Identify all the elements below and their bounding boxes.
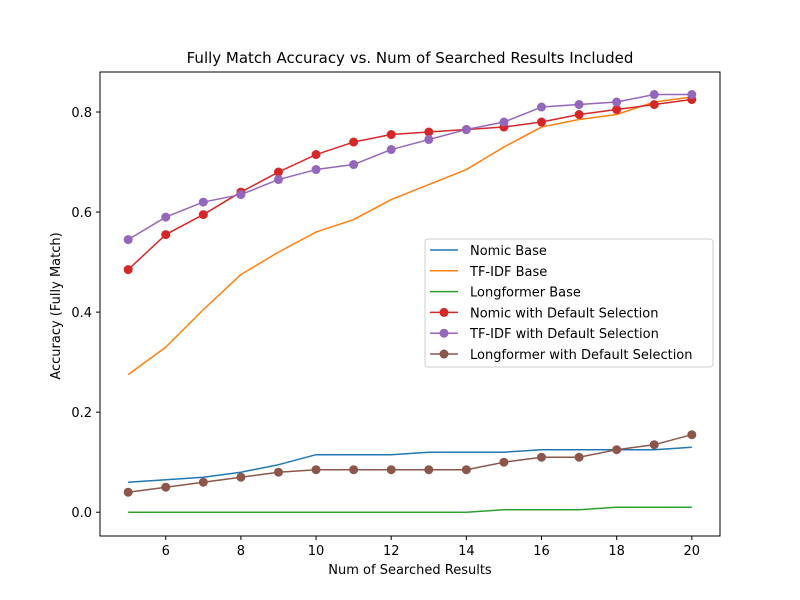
data-point — [649, 440, 659, 450]
legend-label: Longformer Base — [470, 286, 581, 301]
x-tick-label: 10 — [308, 544, 325, 559]
data-point — [424, 135, 434, 145]
legend-box — [424, 238, 714, 368]
data-point — [311, 165, 321, 175]
legend-label: TF-IDF Base — [469, 265, 547, 280]
data-point — [161, 212, 171, 222]
data-point — [386, 130, 396, 140]
data-point — [161, 482, 171, 492]
series-line — [128, 446, 692, 483]
y-axis-title: Accuracy (Fully Match) — [49, 232, 64, 379]
data-point — [574, 452, 584, 462]
y-tick-label: 0.2 — [71, 406, 92, 421]
y-tick-label: 0.4 — [71, 306, 92, 321]
y-tick-label: 0.6 — [71, 206, 92, 221]
data-point — [311, 150, 321, 160]
data-point — [612, 97, 622, 107]
y-tick-label: 0.0 — [71, 506, 92, 521]
legend-label: Nomic Base — [470, 244, 547, 259]
data-point — [687, 90, 697, 100]
x-tick-label: 12 — [383, 544, 400, 559]
data-point — [612, 105, 622, 115]
data-point — [236, 472, 246, 482]
plot-frame — [99, 71, 721, 537]
data-point — [386, 145, 396, 155]
data-point — [123, 487, 133, 497]
data-point — [499, 457, 509, 467]
data-point — [349, 160, 359, 170]
data-point — [198, 197, 208, 207]
data-point — [273, 175, 283, 185]
legend-marker — [439, 328, 449, 338]
data-point — [687, 430, 697, 440]
x-tick-label: 16 — [533, 544, 550, 559]
legend-label: Longformer with Default Selection — [470, 348, 693, 363]
series-line — [127, 96, 692, 376]
series-line — [127, 98, 692, 271]
data-point — [273, 467, 283, 477]
data-point — [537, 102, 547, 112]
data-point — [649, 100, 659, 110]
legend: Nomic Base TF-IDF Base Longformer Base Nomi… — [424, 238, 714, 368]
data-point — [574, 100, 584, 110]
data-point — [612, 445, 622, 455]
series-line — [128, 506, 692, 513]
data-point — [123, 265, 133, 275]
data-point — [461, 125, 471, 135]
legend-marker — [439, 349, 449, 359]
x-axis-title: Num of Searched Results — [328, 563, 492, 578]
data-point — [198, 477, 208, 487]
x-tick-label: 18 — [608, 544, 625, 559]
data-point — [349, 137, 359, 147]
data-point — [273, 167, 283, 177]
legend-label: TF-IDF with Default Selection — [469, 327, 659, 342]
data-point — [424, 465, 434, 475]
x-tick-label: 20 — [684, 544, 701, 559]
series-line — [128, 433, 693, 493]
data-point — [198, 210, 208, 220]
x-tick-label: 8 — [237, 544, 245, 559]
series-line — [127, 93, 692, 241]
data-point — [537, 117, 547, 127]
data-point — [123, 235, 133, 245]
data-point — [649, 90, 659, 100]
data-point — [161, 230, 171, 240]
data-point — [424, 127, 434, 137]
legend-label: Nomic with Default Selection — [470, 306, 659, 321]
plot-area — [123, 90, 697, 513]
data-point — [574, 110, 584, 120]
chart-title: Fully Match Accuracy vs. Num of Searched… — [187, 49, 634, 67]
data-point — [311, 465, 321, 475]
data-point — [349, 465, 359, 475]
data-point — [537, 452, 547, 462]
axis-ticks: 6 8 10 12 14 16 18 20 0.0 0.2 0.4 0.6 0.8 — [71, 106, 700, 559]
data-point — [461, 465, 471, 475]
y-tick-label: 0.8 — [71, 106, 92, 121]
data-point — [236, 190, 246, 200]
legend-marker — [439, 307, 449, 317]
data-point — [386, 465, 396, 475]
x-tick-label: 14 — [458, 544, 475, 559]
x-tick-label: 6 — [162, 544, 170, 559]
data-point — [499, 117, 509, 127]
